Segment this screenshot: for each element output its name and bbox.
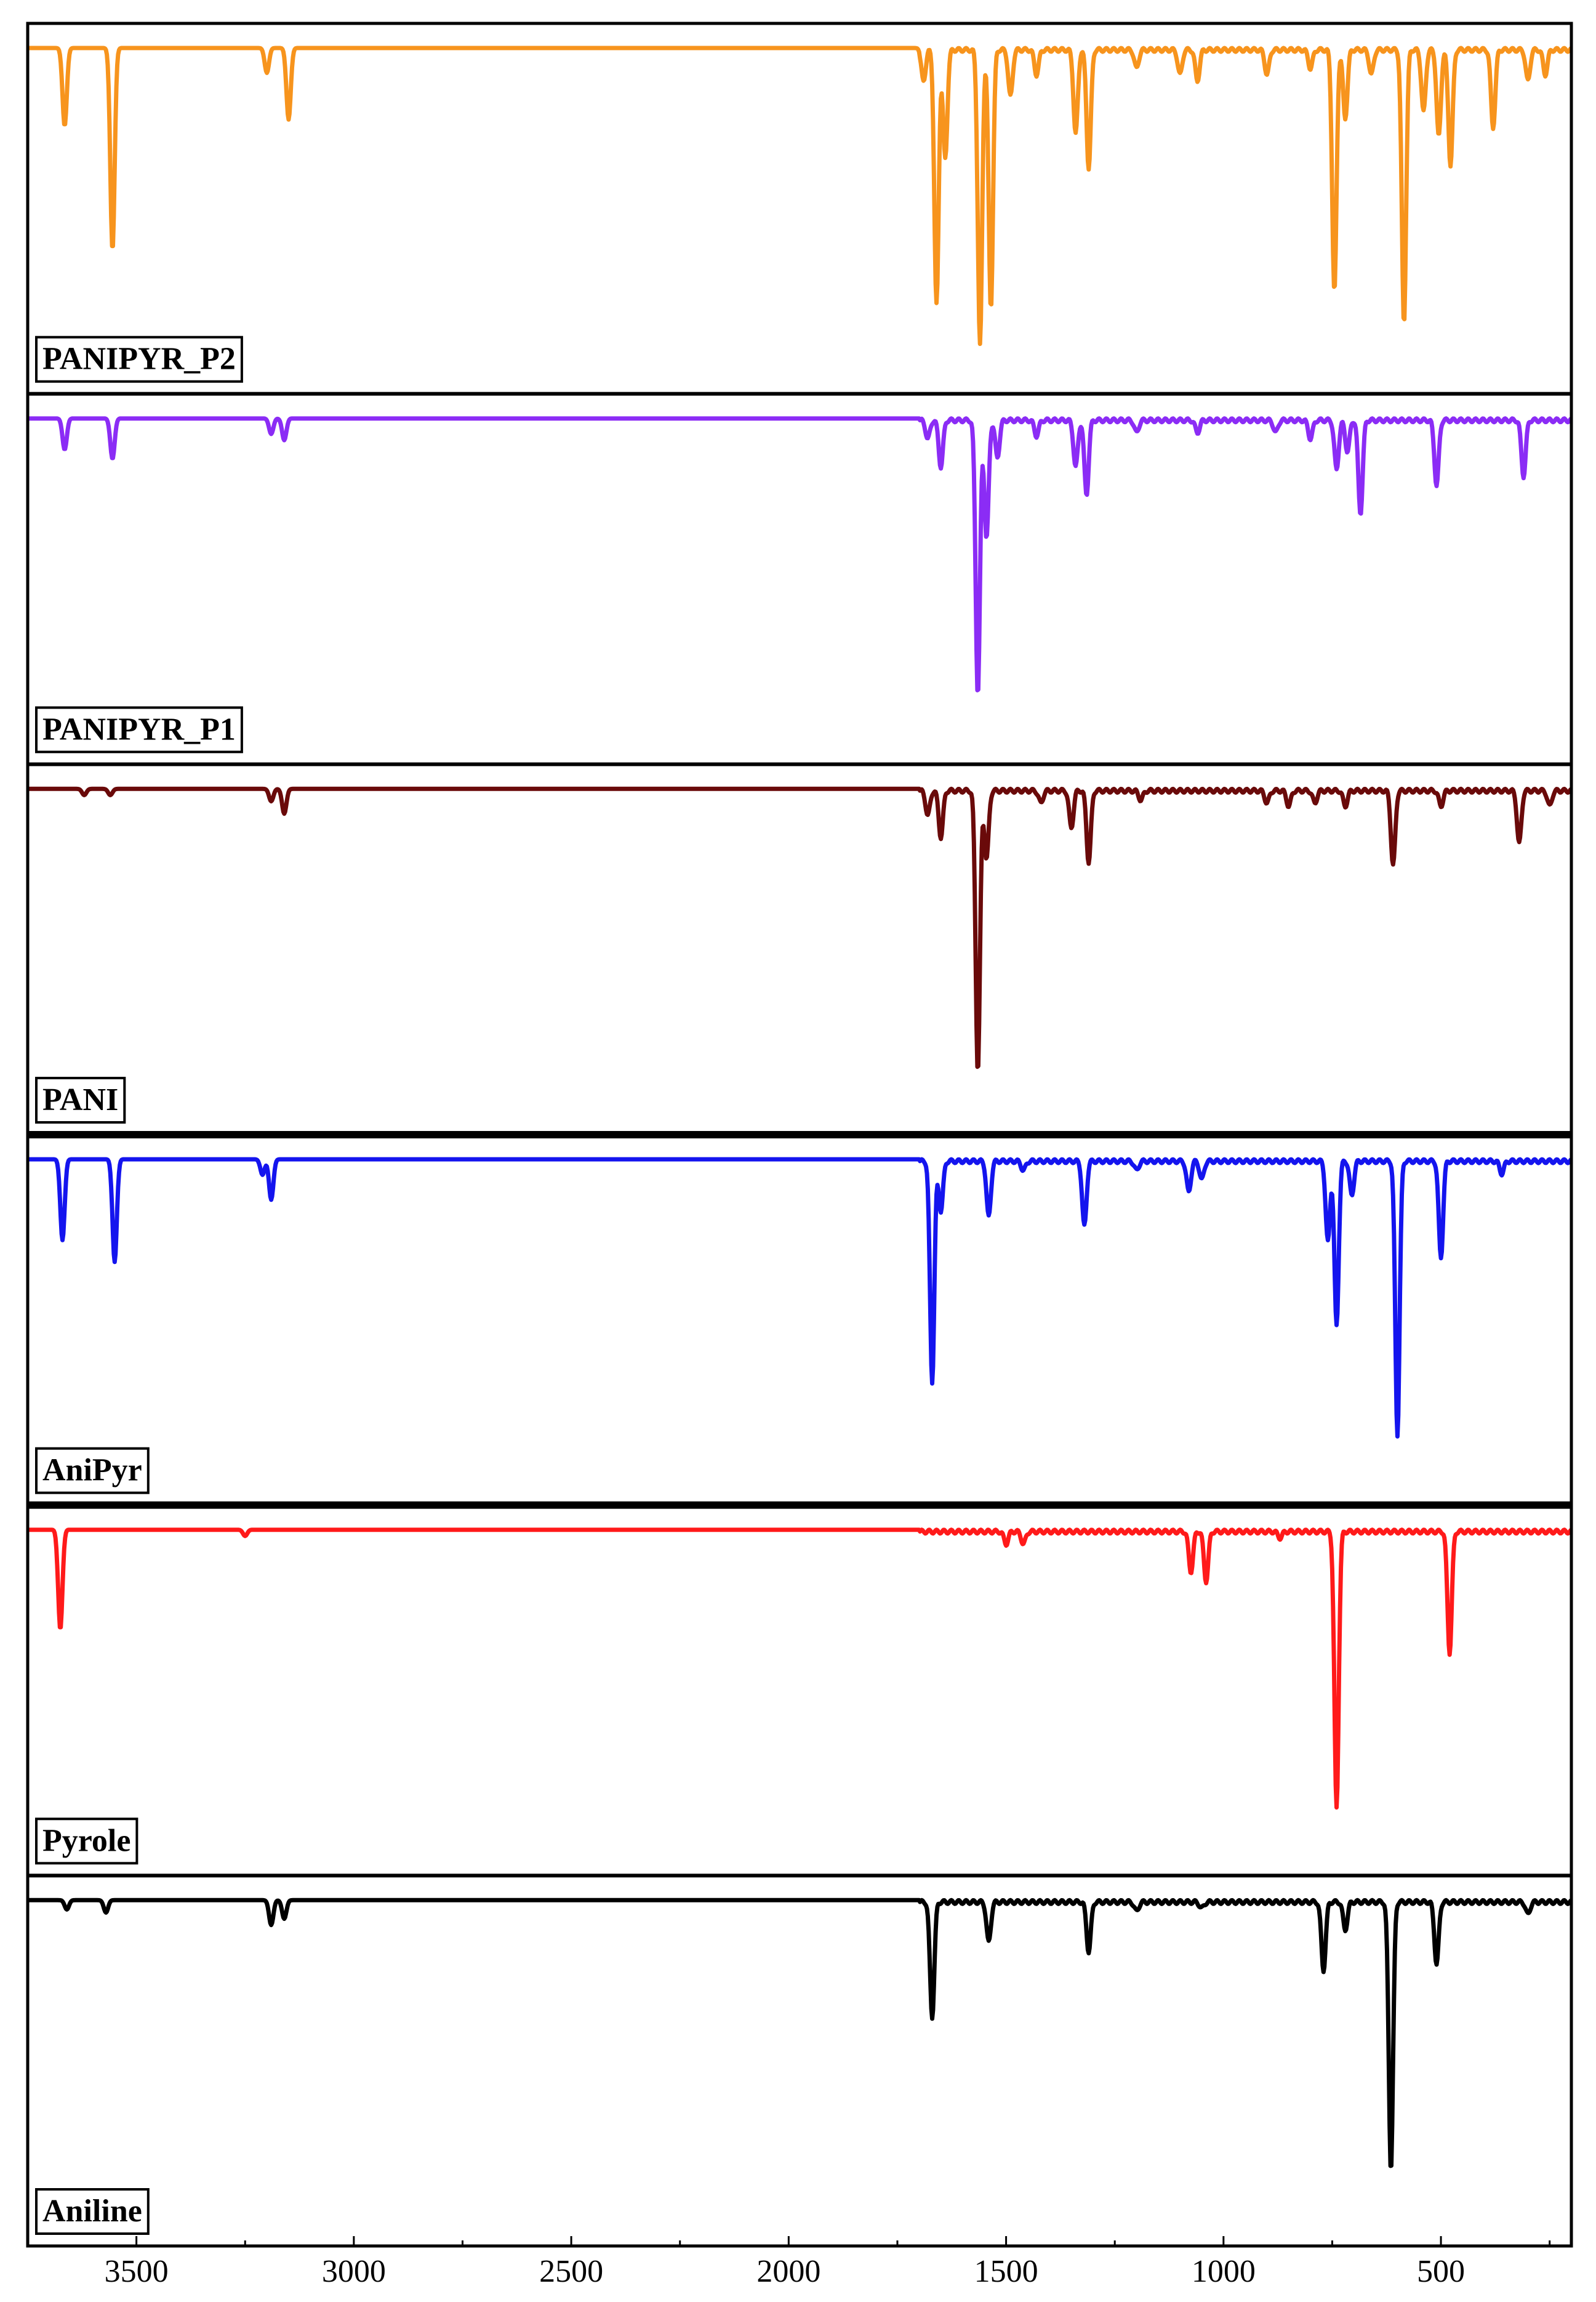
- x-tick-label: 1500: [974, 2254, 1038, 2289]
- x-axis: 3500 3000 2500 2000 1500 1000 500: [26, 2236, 1551, 2289]
- spectrum-label: Aniline: [42, 2194, 142, 2229]
- spectrum-label: AniPyr: [42, 1453, 142, 1488]
- spectrum-panel: PANIPYR_P1: [26, 416, 1573, 754]
- spectrum-label-box: [35, 1447, 150, 1494]
- spectrum-label-box: [35, 1077, 126, 1124]
- spectrum-line: [26, 416, 1573, 693]
- spectrum-panel: PANI: [26, 786, 1573, 1124]
- spectrum-panels: PANIPYR_P2 PANIPYR_P1 PANI AniPyr Pyrole Anil…: [26, 46, 1573, 2235]
- spectrum-label: PANI: [42, 1082, 118, 1117]
- spectrum-panel: PANIPYR_P2: [26, 46, 1573, 383]
- spectrum-label-box: [35, 1817, 138, 1865]
- x-tick-label: 3000: [322, 2254, 386, 2289]
- x-tick-label: 3500: [105, 2254, 169, 2289]
- x-tick-label: 2000: [756, 2254, 820, 2289]
- x-tick-label: 2500: [539, 2254, 603, 2289]
- spectrum-label-box: [35, 706, 243, 754]
- spectrum-line: [26, 1898, 1573, 2168]
- spectrum-panel: Pyrole: [26, 1527, 1573, 1865]
- spectrum-panel: Aniline: [26, 1898, 1573, 2235]
- spectrum-line: [26, 1157, 1573, 1439]
- x-tick-label: 500: [1417, 2254, 1465, 2289]
- spectrum-label: PANIPYR_P2: [42, 342, 236, 377]
- spectrum-label-box: [35, 336, 243, 383]
- plot-frame: [26, 22, 1573, 2248]
- spectrum-line: [26, 786, 1573, 1069]
- x-tick-label: 1000: [1192, 2254, 1256, 2289]
- spectrum-label-box: [35, 2188, 150, 2235]
- spectrum-label: PANIPYR_P1: [42, 712, 236, 747]
- spectrum-panel: AniPyr: [26, 1157, 1573, 1494]
- spectrum-line: [26, 1527, 1573, 1810]
- spectrum-label: Pyrole: [42, 1823, 130, 1858]
- spectrum-line: [26, 46, 1573, 346]
